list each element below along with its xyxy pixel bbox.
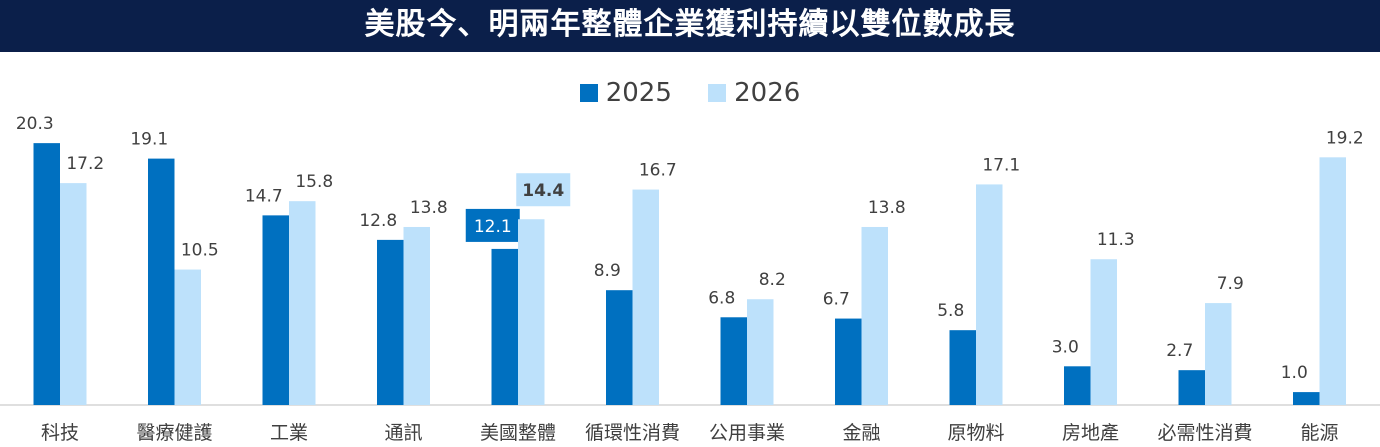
data-label: 20.3 — [16, 114, 54, 134]
legend: 2025 2026 — [0, 78, 1380, 109]
bar-2025 — [1064, 366, 1091, 405]
bar-2025 — [33, 143, 60, 405]
category-label: 通訊 — [384, 422, 422, 444]
bar-2025 — [720, 317, 747, 405]
category-label: 科技 — [41, 422, 79, 444]
bar-2026 — [403, 226, 430, 405]
bar-2026 — [518, 219, 545, 405]
data-label: 8.9 — [594, 261, 621, 281]
data-label: 12.8 — [359, 211, 397, 231]
bar-2026 — [747, 299, 774, 405]
data-label: 5.8 — [937, 301, 964, 321]
data-label: 16.7 — [639, 161, 677, 181]
data-label: 6.8 — [708, 288, 735, 308]
bar-2025 — [377, 239, 404, 405]
bar-2025 — [949, 330, 976, 405]
data-label: 7.9 — [1217, 274, 1244, 294]
bar-2026 — [60, 183, 87, 405]
bar-2025 — [262, 215, 289, 405]
bar-2026 — [976, 184, 1003, 405]
highlight-label-box — [516, 173, 571, 207]
data-label: 17.2 — [66, 154, 104, 174]
legend-swatch — [708, 84, 727, 102]
bar-2026 — [632, 189, 659, 405]
category-label: 循環性消費 — [585, 422, 680, 444]
data-label: 11.3 — [1097, 230, 1135, 250]
bar-2025 — [835, 318, 862, 405]
legend-label: 2026 — [734, 78, 801, 108]
bar-2025 — [148, 158, 175, 405]
highlight-label-box — [465, 208, 520, 242]
bar-2025 — [491, 248, 518, 405]
bar-2025 — [1293, 392, 1320, 405]
bar-2026 — [1090, 259, 1117, 405]
data-label: 19.1 — [130, 130, 168, 150]
category-label: 工業 — [270, 422, 308, 444]
category-label: 原物料 — [947, 422, 1004, 444]
data-label: 12.1 — [474, 217, 512, 237]
bar-2026 — [1205, 303, 1232, 405]
data-label: 2.7 — [1166, 341, 1193, 361]
category-label: 醫療健護 — [136, 422, 212, 444]
legend-swatch — [579, 84, 598, 102]
legend-label: 2025 — [605, 78, 672, 108]
bar-2025 — [1178, 370, 1205, 405]
data-label: 19.2 — [1326, 128, 1364, 148]
bar-2026 — [861, 226, 888, 405]
category-label: 公用事業 — [709, 422, 785, 444]
bar-2026 — [289, 201, 316, 405]
data-label: 13.8 — [410, 198, 448, 218]
data-label: 1.0 — [1281, 363, 1308, 383]
bar-2026 — [174, 269, 201, 405]
data-label: 14.4 — [522, 181, 564, 201]
bar-2025 — [606, 290, 633, 405]
data-label: 8.2 — [759, 270, 786, 290]
chart-title: 美股今、明兩年整體企業獲利持續以雙位數成長 — [0, 0, 1380, 52]
data-label: 6.7 — [823, 290, 850, 310]
data-label: 3.0 — [1052, 337, 1079, 357]
data-label: 13.8 — [868, 198, 906, 218]
category-label: 美國整體 — [480, 422, 556, 444]
category-label: 必需性消費 — [1157, 422, 1252, 444]
category-label: 能源 — [1300, 422, 1338, 444]
data-label: 10.5 — [181, 241, 219, 261]
bar-2026 — [1319, 157, 1346, 405]
category-label: 金融 — [842, 422, 880, 444]
data-label: 14.7 — [245, 186, 283, 206]
data-label: 17.1 — [982, 155, 1020, 175]
category-label: 房地產 — [1062, 422, 1119, 444]
data-label: 15.8 — [295, 172, 333, 192]
legend-item-2026: 2026 — [708, 78, 800, 108]
legend-item-2025: 2025 — [579, 78, 672, 108]
